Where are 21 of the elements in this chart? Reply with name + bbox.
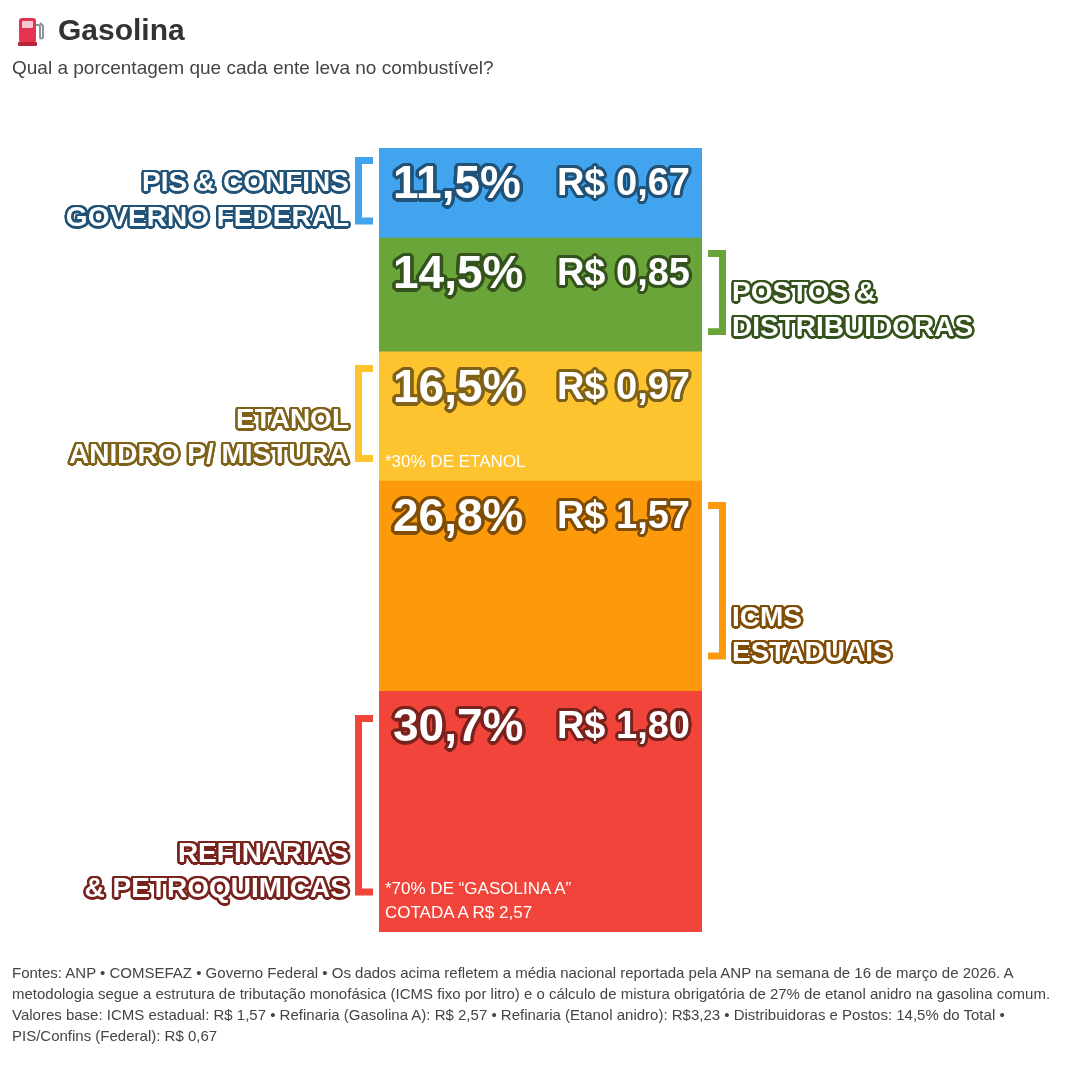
- text: Gasolina: [58, 12, 185, 48]
- series-label: POSTOS & DISTRIBUIDORAS: [732, 274, 974, 344]
- annotation: *30% DE ETANOL: [385, 451, 526, 474]
- annotation: R$ 1,80: [556, 704, 690, 747]
- series-label: ETANOL ANIDRO P/ MISTURA: [69, 401, 349, 471]
- annotation: *70% DE “GASOLINA A” COTADA A R$ 2,57: [385, 878, 572, 924]
- annotation: R$ 0,97: [556, 364, 690, 407]
- annotation: R$ 0,67: [556, 161, 690, 203]
- annotation: R$ 1,57: [556, 494, 690, 537]
- series-label: ICMS ESTADUAIS: [732, 599, 892, 669]
- data-label: 16,5%: [393, 359, 524, 412]
- data-label: 14,5%: [393, 246, 524, 299]
- legend-label: PIS & CONFINS GOVERNO FEDERAL: [65, 164, 349, 234]
- data-label: 11,5%: [393, 156, 521, 208]
- data-label: 26,8%: [393, 489, 524, 542]
- text: Valores base: ICMS estadual: R$ 1,57 • Refinaria (Gasolina A): R$ 2,57 • Refinaria (Etanol anidro): R$3,23 • Distribuidoras e Postos: 14,5% do Total • PIS/Confins (Federal): R$ 0,67: [12, 1005, 1006, 1046]
- series-label: REFINARIAS & PETROQUIMICAS: [84, 835, 349, 905]
- annotation: R$ 0,85: [556, 251, 690, 294]
- data-label: 30,7%: [393, 699, 524, 752]
- text: Fontes: ANP • COMSEFAZ • Governo Federal • Os dados acima refletem a média nacional reportada pela ANP na semana de 16 de março de 2026. A metodologia segue a estrutura de tributação monofásica (ICMS fixo por litro) e o cálculo de mistura obrigatória de 27% de etanol anidro na gasolina comum.: [12, 963, 1052, 1004]
- chart-subtitle: Qual a porcentagem que cada ente leva no combustível?: [12, 56, 494, 80]
